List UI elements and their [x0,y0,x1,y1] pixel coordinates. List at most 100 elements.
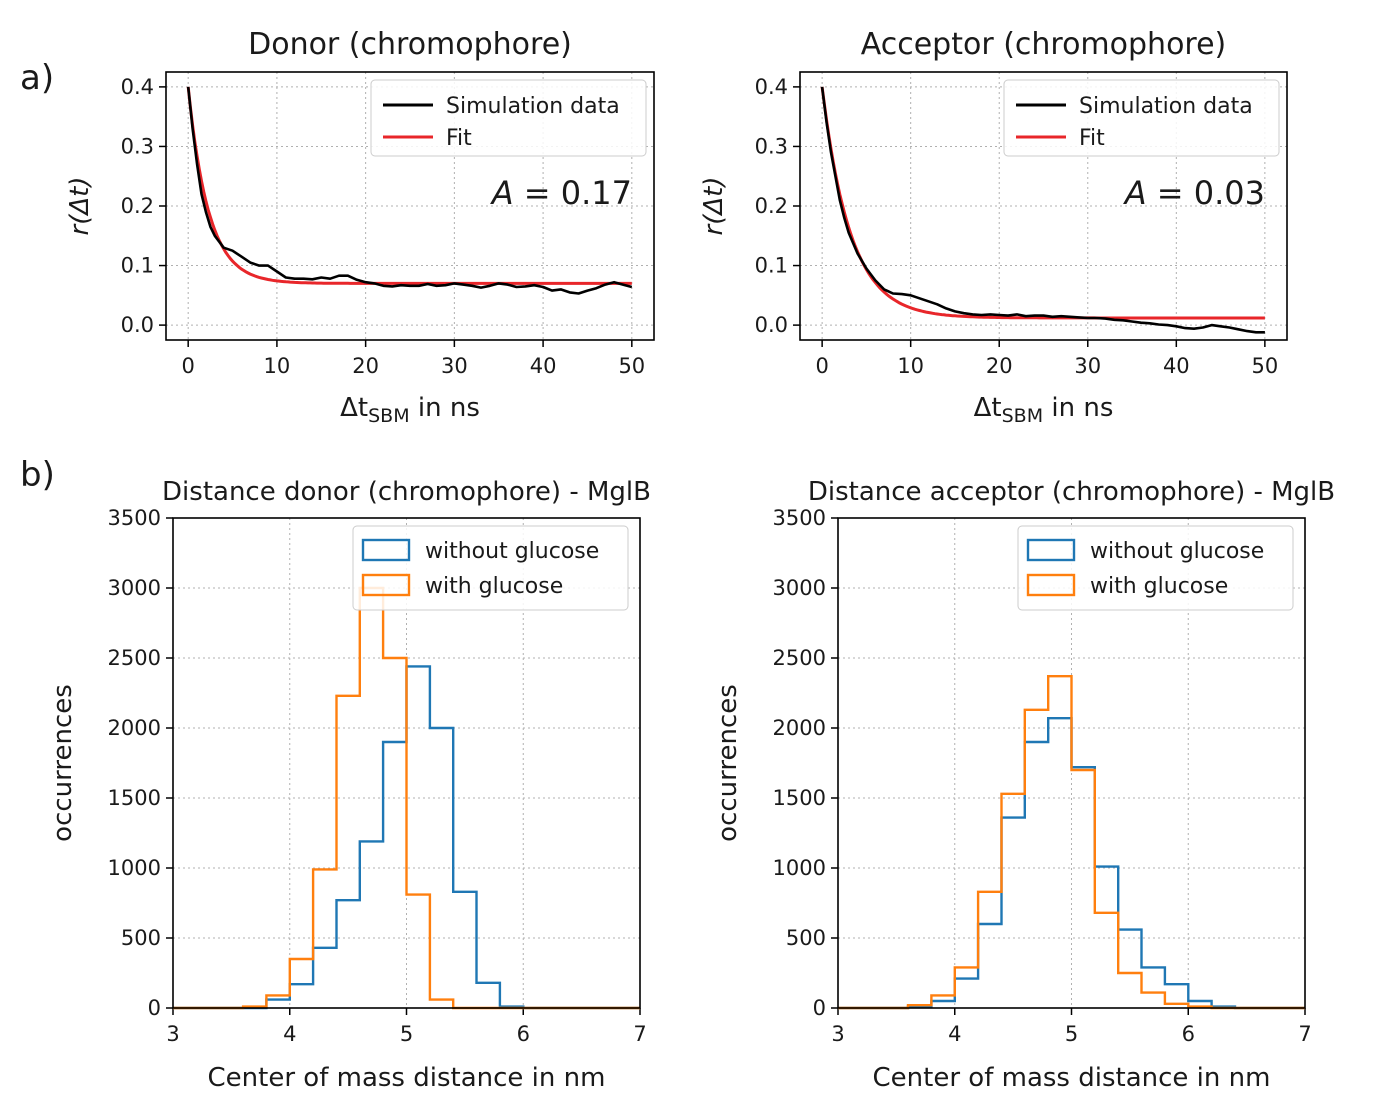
x-axis-label: Center of mass distance in nm [873,1063,1271,1093]
y-tick-label: 0.0 [121,313,154,337]
annotation-value: = 0.03 [1147,174,1265,212]
x-label-rest: in ns [1043,393,1113,423]
annotation-amplitude: A = 0.03 [1123,174,1265,212]
x-tick-label: 5 [400,1022,413,1046]
x-tick-label: 50 [618,354,645,378]
legend-fit-label: Fit [1079,126,1105,151]
y-tick-label: 0.4 [755,75,788,99]
y-tick-label: 2500 [773,646,826,670]
y-tick-label: 0.3 [755,134,788,158]
simulation-data-line [820,86,1265,334]
axes-frame [165,71,655,341]
legend-box [1003,79,1280,157]
legend-fit-label: Fit [446,126,472,151]
x-tick-label: 4 [948,1022,961,1046]
fit-curve [820,86,1265,320]
axes-frame [837,517,1306,1009]
x-label-subscript: SBM [368,405,410,427]
x-tick-label: 20 [986,354,1013,378]
y-tick-label: 3500 [773,506,826,530]
y-tick-label: 0.2 [755,194,788,218]
y-tick-label: 3000 [108,576,161,600]
y-tick-label: 1000 [773,856,826,880]
y-tick-label: 500 [786,926,826,950]
x-label-main: Δt [974,393,1002,423]
panel-label-b: b) [20,455,55,495]
legend-box [1017,525,1294,611]
x-tick-label: 50 [1251,354,1278,378]
y-tick-label: 2000 [773,716,826,740]
y-tick-label: 2000 [108,716,161,740]
legend-simulation-label: Simulation data [1079,94,1253,119]
chart-title: Donor (chromophore) [248,27,572,62]
y-tick-label: 0 [148,996,161,1020]
x-label-main: Δt [340,393,368,423]
chart-title: Distance donor (chromophore) - MglB [162,477,651,507]
y-tick-label: 1500 [108,786,161,810]
legend-simulation-label: Simulation data [446,94,620,119]
y-tick-label: 0.4 [121,75,154,99]
x-tick-label: 0 [181,354,194,378]
x-label-subscript: SBM [1002,405,1044,427]
x-tick-label: 5 [1065,1022,1078,1046]
x-tick-label: 4 [283,1022,296,1046]
legend-with-glucose-label: with glucose [1090,574,1228,599]
x-tick-label: 3 [166,1022,179,1046]
annotation-symbol: A [490,174,514,212]
legend-box [352,525,629,611]
y-tick-label: 3000 [773,576,826,600]
histogram-with-glucose [838,675,1305,1010]
legend-with-glucose-label: with glucose [425,574,563,599]
chart-b2: 3 4 5 6 7 0 500 1000 1500 2000 2500 3000 3500Distanc… [713,477,1335,1093]
legend-without-glucose-label: without glucose [1090,539,1264,564]
x-tick-label: 6 [1182,1022,1195,1046]
annotation-symbol: A [1123,174,1147,212]
y-axis-label: occurrences [48,684,78,842]
x-tick-label: 3 [831,1022,844,1046]
y-tick-label: 2500 [108,646,161,670]
chart-a1: 0 10 20 30 40 50 0.0 0.1 0.2 0.3 0.4 Donor (chromop… [65,27,655,427]
y-tick-label: 0.1 [755,254,788,278]
simulation-data-line [186,86,633,295]
y-axis-label: r(Δt) [65,177,95,236]
y-tick-label: 1000 [108,856,161,880]
chart-title: Acceptor (chromophore) [861,27,1227,62]
legend-box [370,79,647,157]
x-tick-label: 7 [1298,1022,1311,1046]
y-tick-label: 0.1 [121,254,154,278]
legend-without-glucose-swatch [1026,538,1076,562]
chart-b1: 3 4 5 6 7 0 500 1000 1500 2000 2500 3000 3500Distanc… [48,477,651,1093]
x-axis-label: ΔtSBM in ns [340,393,480,427]
x-tick-label: 30 [1074,354,1101,378]
fit-curve [186,86,632,285]
chart-title: Distance acceptor (chromophore) - MglB [808,477,1335,507]
y-axis-label: r(Δt) [699,177,729,236]
x-label-rest: in ns [410,393,480,423]
y-tick-label: 0 [813,996,826,1020]
legend-without-glucose-label: without glucose [425,539,599,564]
x-tick-label: 7 [633,1022,646,1046]
x-axis-label: ΔtSBM in ns [974,393,1114,427]
x-tick-label: 40 [530,354,557,378]
x-tick-label: 6 [517,1022,530,1046]
y-tick-label: 500 [121,926,161,950]
x-tick-label: 30 [441,354,468,378]
y-tick-label: 0.3 [121,134,154,158]
axes-frame [799,71,1288,341]
x-tick-label: 20 [352,354,379,378]
y-tick-label: 0.2 [121,194,154,218]
x-tick-label: 10 [264,354,291,378]
panel-label-a: a) [20,58,55,98]
x-tick-label: 40 [1163,354,1190,378]
y-tick-label: 0.0 [755,313,788,337]
legend-with-glucose-swatch [1026,573,1076,597]
x-axis-label: Center of mass distance in nm [208,1063,606,1093]
x-tick-label: 10 [897,354,924,378]
annotation-value: = 0.17 [514,174,632,212]
x-tick-label: 0 [815,354,828,378]
y-axis-label: occurrences [713,684,743,842]
legend-without-glucose-swatch [361,538,411,562]
legend-with-glucose-swatch [361,573,411,597]
chart-a2: 0 10 20 30 40 50 0.0 0.1 0.2 0.3 0.4 Acceptor (chro… [699,27,1288,427]
